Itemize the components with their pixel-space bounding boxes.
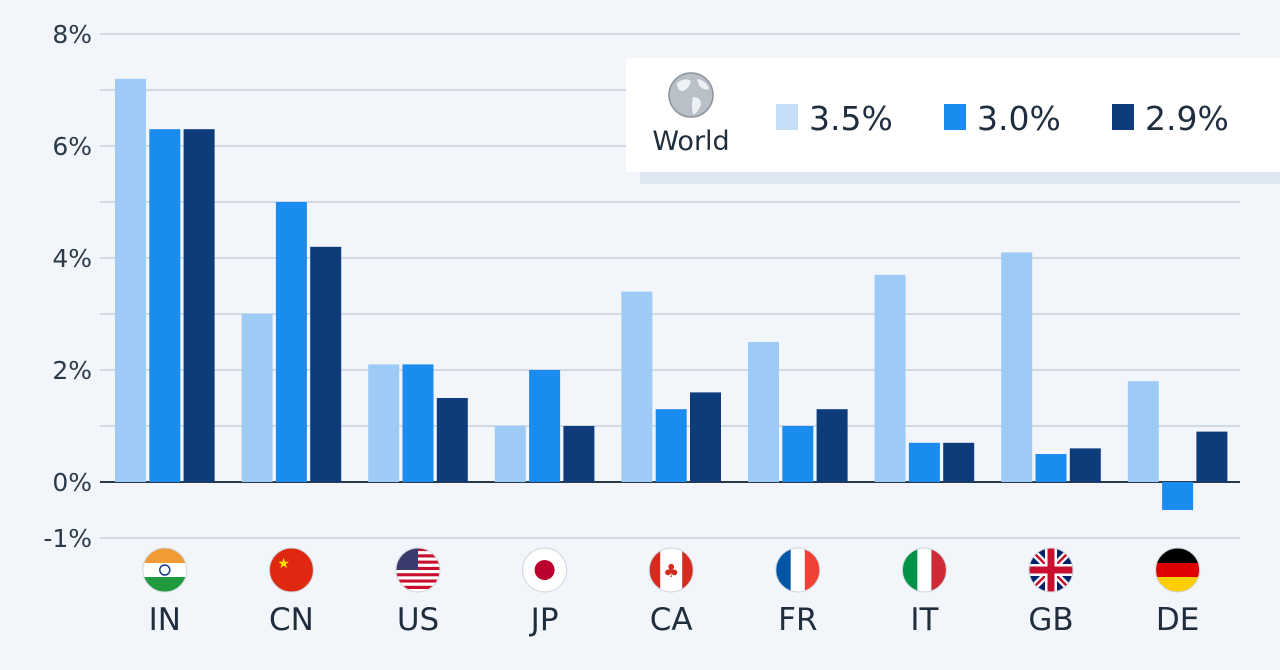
usa-flag-icon bbox=[395, 547, 441, 593]
bar-jp-0 bbox=[494, 426, 526, 482]
japan-flag-icon bbox=[522, 547, 568, 593]
legend: World 3.5% 3.0% 2.9% bbox=[626, 58, 1280, 184]
bar-fr-1 bbox=[782, 426, 814, 482]
bar-de-1 bbox=[1162, 482, 1194, 510]
bar-in-2 bbox=[183, 129, 215, 482]
canada-flag-icon: ♣ bbox=[648, 547, 694, 593]
y-tick-label: 2% bbox=[52, 356, 92, 385]
x-tick-label: JP bbox=[529, 602, 559, 638]
x-tick-label: IN bbox=[149, 602, 181, 638]
legend-swatch-0 bbox=[776, 104, 798, 130]
bar-fr-0 bbox=[748, 342, 779, 482]
bar-it-2 bbox=[943, 442, 975, 482]
y-tick-label: 0% bbox=[52, 468, 92, 497]
germany-flag-icon bbox=[1155, 547, 1201, 593]
bar-fr-2 bbox=[816, 409, 848, 482]
bar-us-2 bbox=[436, 398, 468, 482]
globe-icon bbox=[668, 72, 714, 118]
bar-cn-1 bbox=[275, 202, 307, 482]
bar-jp-1 bbox=[529, 370, 561, 482]
bar-in-0 bbox=[115, 78, 146, 483]
bar-us-0 bbox=[368, 364, 400, 482]
bar-ca-0 bbox=[621, 291, 653, 482]
x-tick-label: FR bbox=[778, 602, 817, 638]
france-flag-icon bbox=[775, 547, 821, 593]
x-tick-label: US bbox=[397, 602, 439, 638]
legend-label: 3.5% bbox=[809, 99, 893, 138]
x-tick-label: IT bbox=[910, 602, 939, 638]
bar-de-0 bbox=[1127, 381, 1159, 482]
x-tick-label: CA bbox=[650, 602, 693, 638]
bar-it-1 bbox=[908, 442, 940, 482]
svg-text:♣: ♣ bbox=[663, 561, 679, 582]
bar-it-0 bbox=[874, 274, 906, 482]
x-tick-label: DE bbox=[1156, 602, 1199, 638]
bar-ca-1 bbox=[655, 409, 687, 482]
x-tick-label: GB bbox=[1028, 602, 1073, 638]
bar-gb-2 bbox=[1069, 448, 1101, 482]
bar-cn-2 bbox=[310, 246, 342, 482]
bar-us-1 bbox=[402, 364, 434, 482]
svg-text:★: ★ bbox=[277, 556, 290, 572]
x-tick-label: CN bbox=[269, 602, 314, 638]
y-tick-label: 8% bbox=[52, 20, 92, 49]
uk-flag-icon bbox=[1028, 547, 1074, 593]
bars bbox=[115, 78, 1228, 510]
legend-title: World bbox=[652, 126, 729, 157]
bar-gb-0 bbox=[1001, 252, 1033, 482]
bar-cn-0 bbox=[241, 314, 273, 482]
italy-flag-icon bbox=[901, 547, 947, 593]
china-flag-icon: ★ bbox=[268, 547, 314, 593]
x-axis: IN ★ CN US JP ♣ CA FR IT GB DE bbox=[142, 547, 1201, 638]
bar-de-2 bbox=[1196, 431, 1228, 482]
y-tick-label: 6% bbox=[52, 132, 92, 161]
legend-swatch-1 bbox=[944, 104, 966, 130]
bar-gb-1 bbox=[1035, 454, 1067, 482]
bar-jp-2 bbox=[563, 426, 595, 482]
bar-ca-2 bbox=[690, 392, 721, 482]
legend-label: 3.0% bbox=[977, 99, 1061, 138]
legend-label: 2.9% bbox=[1145, 99, 1229, 138]
y-tick-label: 4% bbox=[52, 244, 92, 273]
y-tick-label: -1% bbox=[43, 524, 92, 553]
y-axis: 8% 6% 4% 2% 0% -1% bbox=[43, 20, 92, 553]
legend-swatch-2 bbox=[1112, 104, 1134, 130]
bar-in-1 bbox=[149, 129, 181, 482]
india-flag-icon bbox=[142, 547, 188, 593]
